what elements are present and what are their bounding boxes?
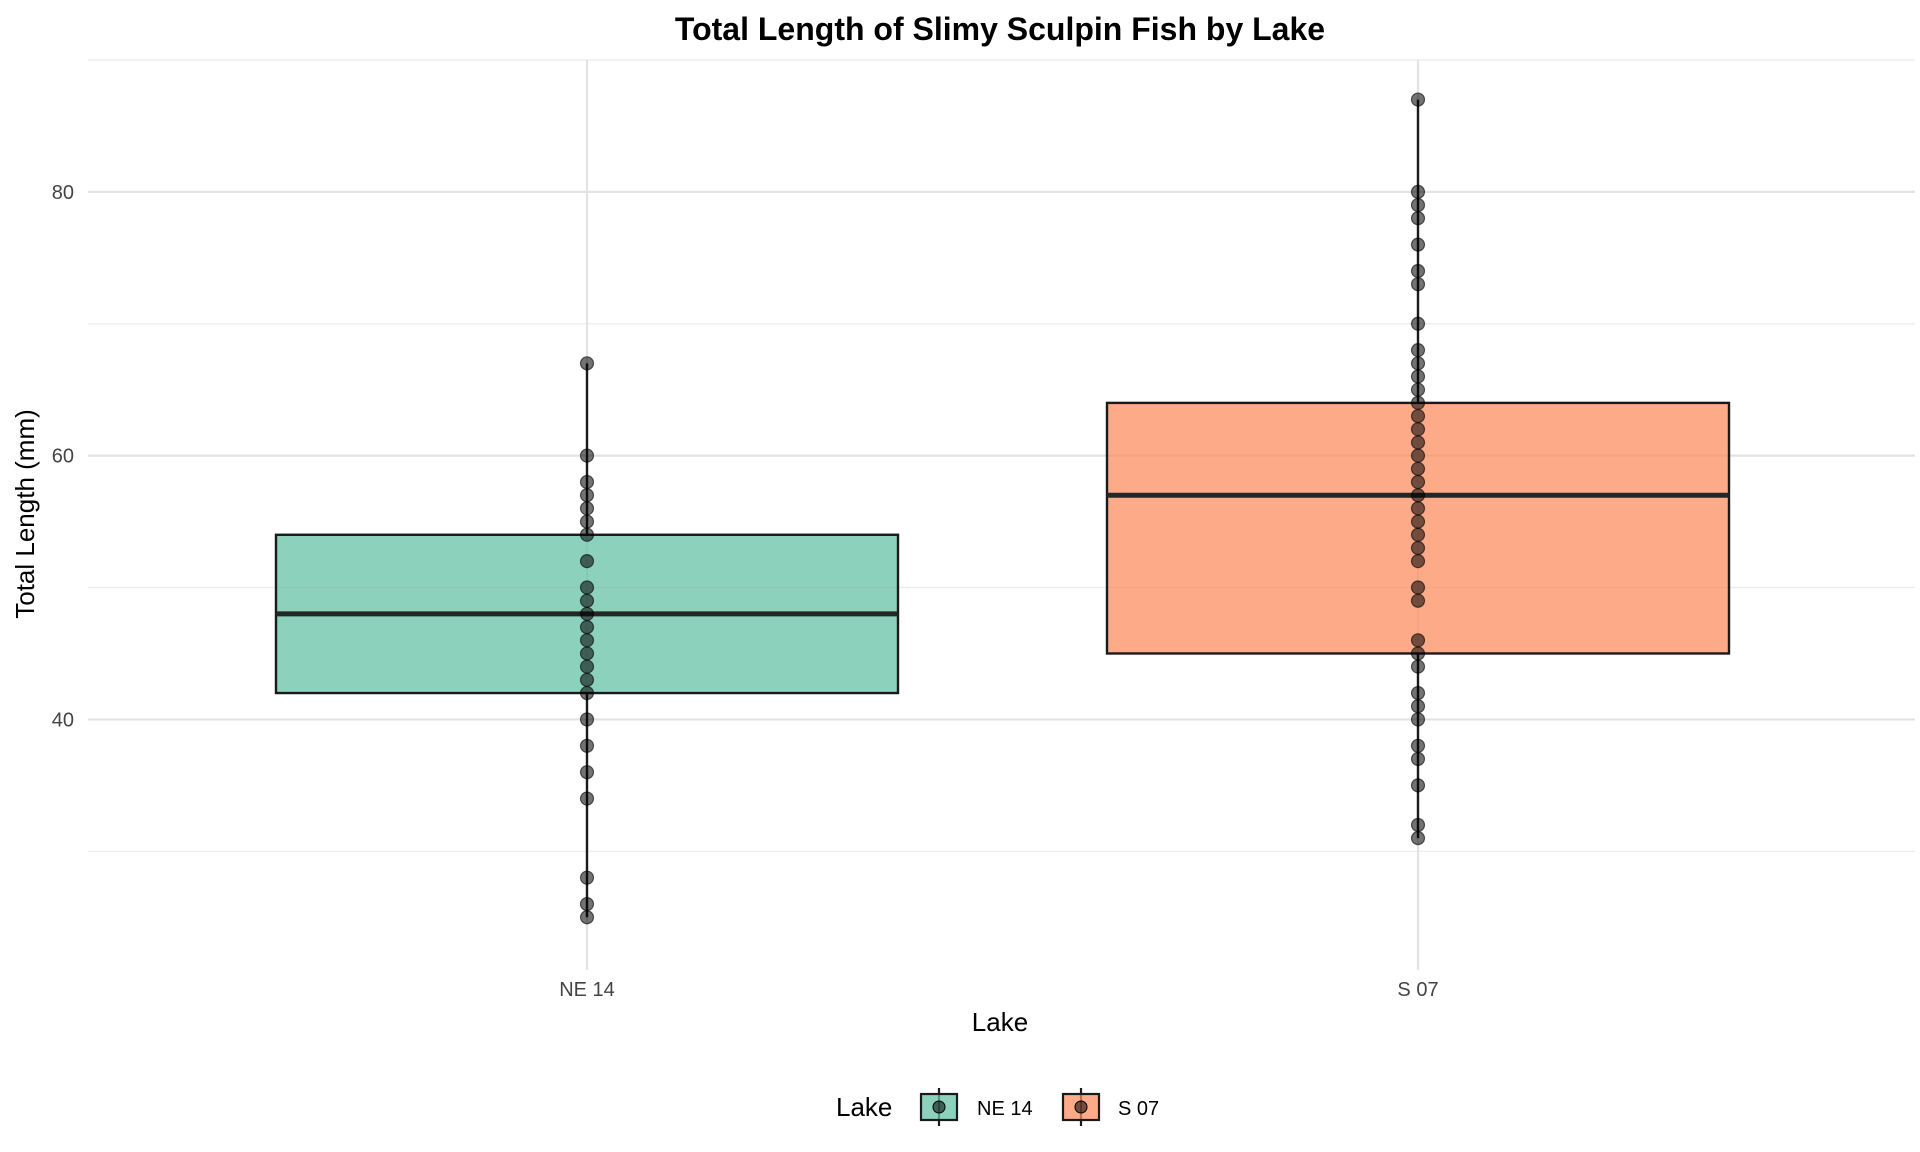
data-point	[1410, 831, 1426, 846]
data-point	[1410, 712, 1426, 727]
data-point	[579, 646, 595, 661]
data-point	[579, 896, 595, 912]
legend-label: NE 14	[977, 1098, 1033, 1120]
y-axis-label: Total Length (mm)	[10, 409, 40, 619]
legend: Lake NE 14 S 07	[836, 1088, 1159, 1126]
data-point	[1410, 343, 1426, 358]
data-point	[579, 554, 595, 569]
legend-key	[919, 1088, 959, 1126]
data-point	[1410, 659, 1426, 674]
data-point	[579, 620, 595, 635]
data-point	[1410, 408, 1426, 424]
data-point	[579, 672, 595, 687]
data-point	[579, 580, 595, 595]
data-point	[1410, 461, 1426, 476]
data-point	[1410, 277, 1426, 292]
data-point	[579, 765, 595, 780]
data-point	[579, 870, 595, 885]
data-point	[579, 712, 595, 727]
data-point	[1410, 184, 1426, 199]
data-point	[1410, 817, 1426, 833]
data-point	[1410, 778, 1426, 793]
box-group	[274, 356, 900, 925]
data-point	[1410, 211, 1426, 226]
y-axis-ticks: 40 60 80	[52, 182, 74, 732]
data-point	[579, 501, 595, 516]
data-point	[1410, 501, 1426, 516]
data-point	[579, 448, 595, 463]
data-point	[1410, 488, 1426, 503]
data-point	[579, 488, 595, 503]
data-point	[579, 593, 595, 608]
data-point	[1410, 751, 1426, 767]
y-tick-label: 60	[52, 446, 74, 468]
x-axis-label: Lake	[972, 1007, 1028, 1037]
data-point	[1410, 554, 1426, 569]
data-point	[1410, 633, 1426, 648]
data-point	[1410, 422, 1426, 437]
data-point	[579, 514, 595, 529]
data-point	[579, 474, 595, 490]
data-point	[1410, 435, 1426, 450]
legend-key-point	[932, 1100, 946, 1114]
y-tick-label: 40	[52, 709, 74, 731]
data-point	[1410, 92, 1426, 107]
data-point	[1410, 474, 1426, 490]
legend-key-point	[1074, 1100, 1088, 1114]
data-point	[579, 910, 595, 925]
legend-key	[1061, 1088, 1101, 1126]
x-axis-ticks: NE 14 S 07	[559, 979, 1438, 1001]
legend-label: S 07	[1118, 1098, 1159, 1120]
data-point	[1410, 580, 1426, 595]
data-point	[579, 791, 595, 806]
data-point	[579, 633, 595, 648]
chart-title: Total Length of Slimy Sculpin Fish by La…	[675, 11, 1325, 47]
box-series	[274, 92, 1731, 925]
data-point	[1410, 316, 1426, 331]
data-point	[579, 659, 595, 674]
y-tick-label: 80	[52, 182, 74, 204]
data-point	[1410, 527, 1426, 542]
data-point	[1410, 448, 1426, 463]
data-point	[1410, 382, 1426, 397]
data-point	[579, 606, 595, 622]
box-group	[1105, 92, 1731, 846]
data-point	[1410, 514, 1426, 529]
data-point	[1410, 593, 1426, 608]
data-point	[1410, 197, 1426, 213]
data-point	[1410, 395, 1426, 410]
data-point	[1410, 356, 1426, 371]
data-point	[579, 685, 595, 701]
data-point	[1410, 540, 1426, 556]
data-point	[579, 356, 595, 371]
data-point	[579, 738, 595, 753]
x-tick-label: NE 14	[559, 979, 615, 1001]
x-tick-label: S 07	[1397, 979, 1438, 1001]
data-point	[1410, 699, 1426, 714]
data-point	[1410, 738, 1426, 753]
data-point	[1410, 685, 1426, 701]
data-point	[579, 527, 595, 542]
data-point	[1410, 646, 1426, 661]
data-point	[1410, 263, 1426, 279]
legend-title: Lake	[836, 1092, 892, 1122]
data-point	[1410, 237, 1426, 252]
data-point	[1410, 369, 1426, 384]
